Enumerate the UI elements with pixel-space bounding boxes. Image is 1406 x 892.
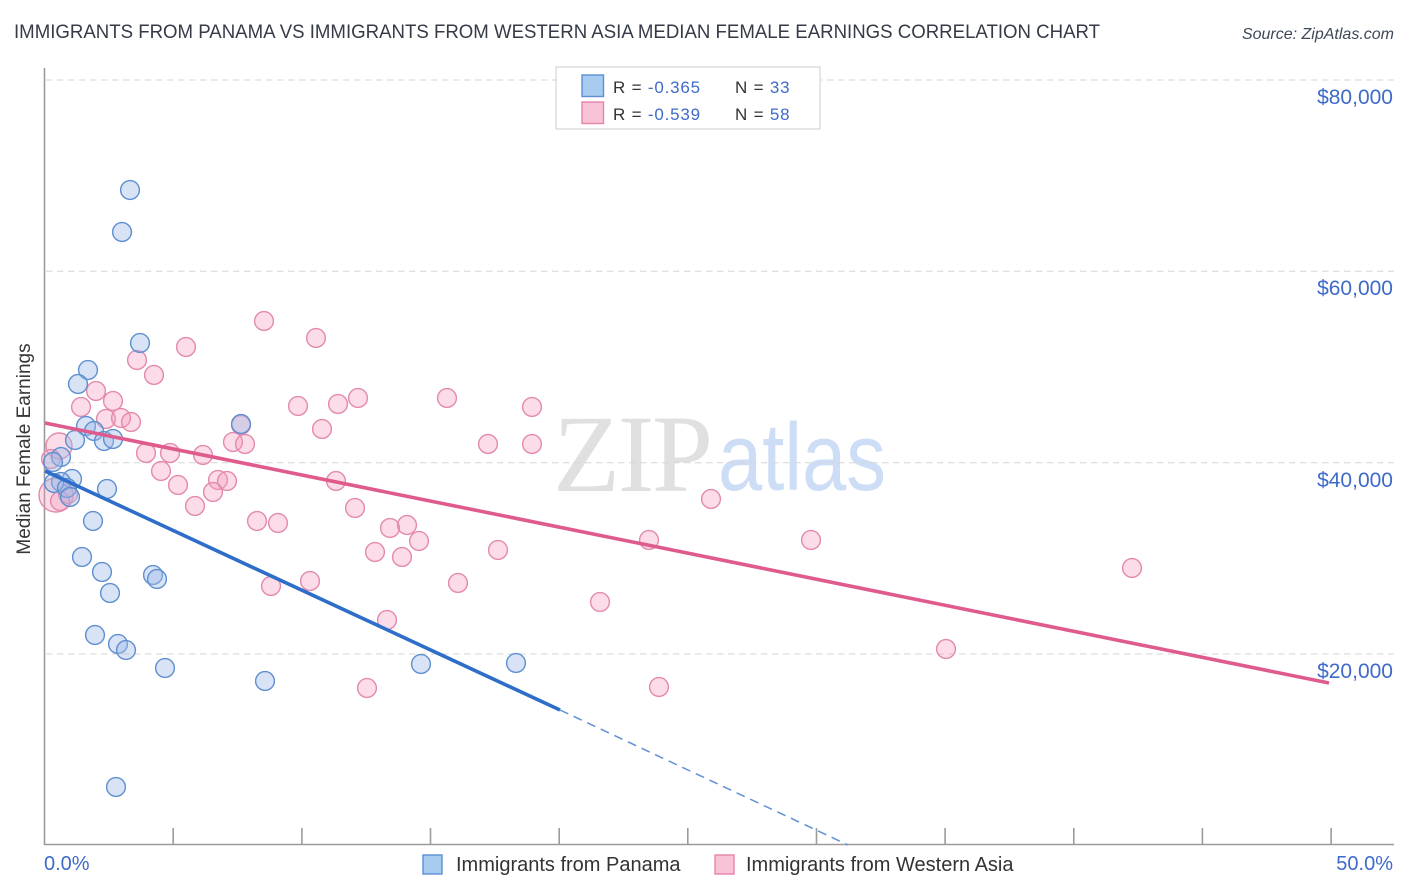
svg-text:ZIP: ZIP [553, 393, 713, 515]
svg-text:N = 58: N = 58 [735, 105, 790, 124]
svg-text:$20,000: $20,000 [1317, 660, 1393, 683]
svg-text:Median Female Earnings: Median Female Earnings [14, 343, 35, 554]
svg-text:$60,000: $60,000 [1317, 277, 1393, 300]
svg-text:R = -0.365: R = -0.365 [613, 78, 701, 97]
svg-text:50.0%: 50.0% [1336, 853, 1393, 875]
svg-text:$40,000: $40,000 [1317, 469, 1393, 492]
svg-text:atlas: atlas [718, 404, 886, 511]
svg-text:$80,000: $80,000 [1317, 86, 1393, 109]
svg-text:IMMIGRANTS FROM PANAMA VS IMMI: IMMIGRANTS FROM PANAMA VS IMMIGRANTS FRO… [14, 22, 1100, 43]
svg-text:R = -0.539: R = -0.539 [613, 105, 701, 124]
svg-text:N = 33: N = 33 [735, 78, 790, 97]
svg-text:Immigrants from Western Asia: Immigrants from Western Asia [746, 854, 1014, 876]
svg-text:0.0%: 0.0% [44, 853, 90, 875]
svg-text:Immigrants from Panama: Immigrants from Panama [456, 854, 681, 876]
svg-text:Source: ZipAtlas.com: Source: ZipAtlas.com [1242, 26, 1394, 43]
